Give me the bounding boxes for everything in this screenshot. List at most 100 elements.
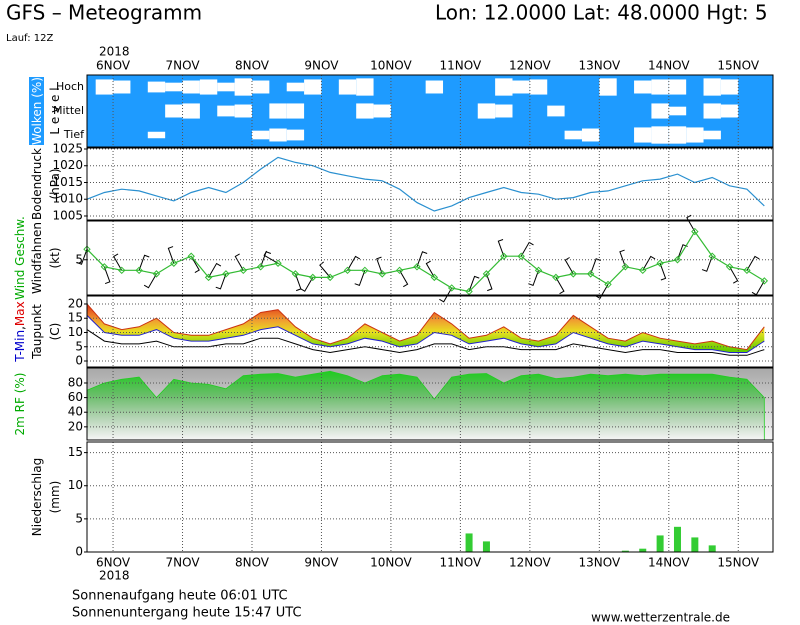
- cloud-clear: [356, 103, 374, 119]
- cloud-clear: [234, 78, 252, 96]
- panel-border: [86, 441, 774, 553]
- year-top: 2018: [99, 45, 130, 59]
- wind-speed-marker: [204, 273, 213, 282]
- cloud-clear: [113, 80, 131, 94]
- wind-barb: [564, 257, 574, 275]
- y-axis-label: Niederschlag: [30, 458, 44, 536]
- y-axis-label: T-Min,Max: [13, 301, 27, 363]
- date-label-top: 8NOV: [235, 59, 270, 73]
- y-axis-label-part: Wind Geschw.: [13, 216, 27, 300]
- cloud-clear: [703, 130, 721, 140]
- wind-barb: [138, 254, 150, 271]
- wind-speed-marker: [708, 252, 716, 260]
- y-tick-label: 20: [68, 419, 83, 433]
- precipitation-bar: [482, 541, 490, 552]
- level-label: Mittel: [53, 104, 84, 117]
- cloud-clear: [251, 130, 270, 140]
- wind-barb: [590, 258, 601, 275]
- y-tick-label: 1025: [52, 142, 83, 156]
- cloud-clear: [269, 103, 287, 119]
- wind-speed-marker: [673, 256, 682, 264]
- panel-border: [86, 147, 774, 221]
- wind-speed-marker: [256, 263, 265, 271]
- y-axis-label: 2m RF (%): [13, 373, 27, 436]
- level-label: Tief: [63, 128, 85, 141]
- wind-barb: [347, 255, 361, 271]
- cloud-clear: [182, 80, 200, 94]
- temperature-line: [86, 303, 765, 351]
- cloud-clear: [547, 105, 565, 117]
- wind-barb: [399, 270, 409, 288]
- date-label-top: 11NOV: [440, 59, 482, 73]
- wind-speed-marker: [621, 263, 630, 271]
- cloud-clear: [599, 78, 617, 96]
- cloud-clear: [564, 130, 582, 140]
- y-tick-label: 0: [75, 354, 83, 368]
- y-axis-label: Wolken (%): [30, 77, 44, 145]
- y-axis-label: (hPa): [48, 168, 62, 199]
- y-axis-label-part: (C): [48, 323, 62, 341]
- panel-border: [86, 220, 774, 296]
- y-axis-label: L e v e l: [48, 87, 62, 134]
- wind-speed-marker: [291, 270, 300, 278]
- y-axis-label: Windfahnen: [30, 222, 44, 294]
- precipitation-bar: [708, 545, 716, 552]
- wind-speed-marker: [118, 266, 126, 275]
- y-axis-label: Bodendruck: [30, 148, 44, 220]
- date-label-top: 10NOV: [370, 59, 412, 73]
- precipitation-bar: [465, 533, 473, 552]
- cloud-clear: [634, 127, 652, 143]
- y-axis-label-part: Wolken (%): [30, 77, 44, 145]
- y-axis-label-part: Bodendruck: [30, 148, 44, 220]
- y-axis-label-part: Windfahnen: [30, 222, 44, 294]
- wind-barb: [746, 255, 760, 271]
- wind-speed-marker: [448, 284, 456, 292]
- cloud-clear: [165, 104, 183, 118]
- y-axis-label-part: 2m RF (%): [13, 373, 27, 436]
- wind-barb: [659, 263, 667, 281]
- date-label-top: 7NOV: [165, 59, 200, 73]
- location: Lon: 12.0000 Lat: 48.0000 Hgt: 5: [435, 1, 768, 25]
- wind-speed-marker: [656, 259, 664, 267]
- date-label-top: 12NOV: [509, 59, 551, 73]
- wind-speed-marker: [187, 252, 195, 260]
- wind-barb: [497, 239, 505, 257]
- date-label-top: 6NOV: [96, 59, 131, 73]
- wind-speed-marker: [170, 259, 178, 267]
- y-tick-label: 1010: [52, 192, 83, 206]
- y-tick-label: 15: [68, 445, 83, 459]
- date-label-top: 13NOV: [578, 59, 620, 73]
- wind-barb: [234, 253, 244, 271]
- date-label-top: 14NOV: [648, 59, 690, 73]
- wind-barb: [167, 246, 175, 264]
- wind-barb: [263, 250, 279, 264]
- wind-barb: [425, 260, 435, 278]
- wind-speed-marker: [569, 270, 577, 278]
- panel-border: [86, 367, 774, 441]
- wind-barb: [143, 273, 157, 289]
- wind-barb: [319, 261, 331, 278]
- panel-border: [86, 295, 774, 368]
- temperature-range: [87, 303, 765, 353]
- precipitation-bar: [673, 526, 681, 552]
- wind-speed-marker: [534, 266, 543, 275]
- run: Lauf: 12Z: [6, 33, 53, 44]
- y-axis-label-part: L e v e l: [48, 87, 62, 134]
- wind-barb: [354, 270, 366, 287]
- y-tick-label: 0: [75, 545, 83, 559]
- wind-barb: [208, 262, 222, 278]
- precipitation-bar: [639, 548, 647, 552]
- pressure-line: [86, 156, 765, 212]
- wind-barb: [190, 255, 200, 274]
- wind-speed-marker: [691, 227, 699, 236]
- y-axis-label-part: (kt): [48, 247, 62, 268]
- y-axis-label-part: ,: [13, 326, 27, 330]
- wind-barb: [76, 249, 88, 265]
- cloud-clear: [356, 78, 374, 96]
- temperature-line: [86, 329, 765, 356]
- wind-barb: [215, 273, 227, 290]
- wind-barb: [376, 256, 383, 275]
- date-label-bottom: 10NOV: [370, 556, 412, 570]
